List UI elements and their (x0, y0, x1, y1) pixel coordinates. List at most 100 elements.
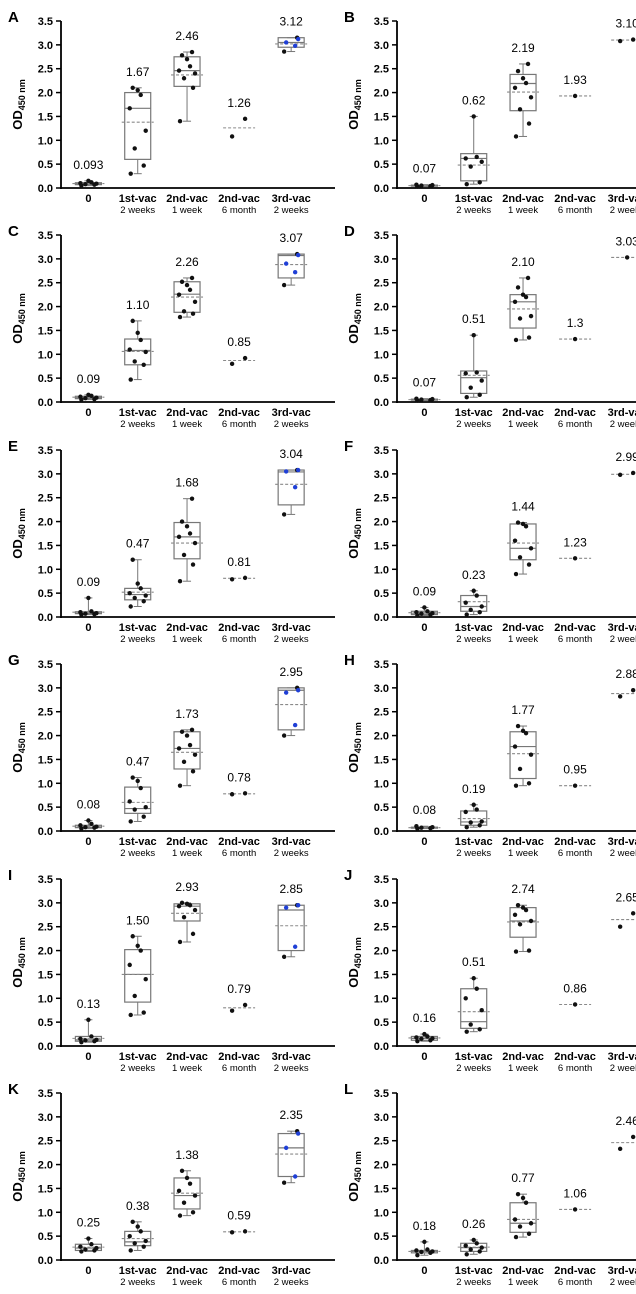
data-point (181, 76, 187, 81)
x-tick-label: 3rd-vac (608, 407, 636, 419)
x-tick-label: 3rd-vac (272, 1051, 311, 1063)
data-point (190, 562, 196, 567)
x-tick-sublabel: 6 month (222, 634, 256, 645)
y-axis-label: OD450 nm (10, 508, 27, 559)
data-point (141, 814, 146, 819)
y-axis-label-main: OD (10, 324, 25, 344)
data-point (425, 1247, 430, 1252)
group-2: 0.19 (457, 782, 490, 830)
data-point (181, 1200, 187, 1205)
data-point (187, 1181, 193, 1186)
y-tick-label: 0.5 (38, 159, 53, 171)
x-tick-label: 0 (85, 193, 91, 205)
y-tick-label: 0.5 (374, 588, 389, 600)
y-tick-label: 0.0 (38, 1041, 53, 1053)
y-axis-label-sub: 450 nm (353, 1151, 363, 1182)
panel-letter: H (344, 652, 355, 669)
value-label: 3.04 (279, 447, 303, 461)
data-point (512, 538, 518, 543)
data-point-highlight (295, 36, 301, 42)
group-4: 1.93 (559, 73, 592, 99)
data-point (414, 1035, 419, 1040)
y-tick-label: 1.0 (38, 349, 53, 361)
y-tick-label: 1.0 (38, 778, 53, 790)
data-point (143, 349, 148, 355)
y-tick-label: 1.5 (38, 754, 53, 766)
group-4: 0.78 (223, 770, 256, 797)
value-label: 0.47 (126, 755, 150, 769)
group-4: 0.86 (559, 981, 592, 1007)
x-tick-sublabel: 1 week (508, 1063, 538, 1074)
data-point (89, 1242, 94, 1247)
data-point (176, 292, 182, 297)
data-point (94, 1037, 99, 1042)
x-tick-sublabel: 2 weeks (456, 1277, 491, 1288)
data-point (78, 394, 83, 399)
data-point (477, 180, 482, 185)
y-tick-label: 0.0 (374, 826, 389, 838)
y-tick-label: 3.5 (38, 230, 53, 242)
y-axis-label-main: OD (10, 110, 25, 130)
data-point (526, 121, 532, 126)
x-tick-label: 1st-vac (119, 193, 157, 205)
y-tick-label: 3.5 (38, 1088, 53, 1100)
data-point (179, 279, 185, 284)
y-tick-label: 3.0 (38, 254, 53, 266)
data-point (190, 931, 196, 937)
y-axis-label: OD450 nm (10, 79, 27, 130)
x-tick-sublabel: 1 week (172, 1277, 202, 1288)
value-label: 1.73 (175, 707, 199, 721)
data-point (419, 1249, 424, 1255)
y-tick-label: 0.0 (38, 612, 53, 624)
data-point (86, 1017, 91, 1022)
box (124, 786, 152, 814)
data-point (464, 181, 469, 187)
x-tick-label: 2nd-vac (166, 622, 208, 634)
x-tick-sublabel: 1 week (508, 1277, 538, 1288)
x-tick-sublabel: 6 month (558, 1277, 592, 1288)
data-point (94, 824, 99, 829)
data-point (419, 397, 424, 402)
data-point-highlight (292, 1174, 298, 1179)
y-tick-label: 2.0 (38, 731, 53, 743)
y-tick-label: 2.5 (38, 493, 53, 505)
y-tick-label: 3.0 (38, 898, 53, 910)
y-axis-label-sub: 450 nm (353, 722, 363, 753)
data-point (141, 1010, 146, 1015)
data-point (141, 1244, 146, 1249)
y-tick-label: 0.0 (374, 1041, 389, 1053)
x-tick-label: 2nd-vac (218, 1051, 260, 1063)
group-3: 1.44 (507, 500, 540, 577)
y-tick-label: 1.0 (374, 1207, 389, 1219)
box (124, 949, 152, 1003)
data-point (474, 154, 479, 160)
data-point (479, 159, 484, 164)
value-label: 0.77 (511, 1171, 535, 1185)
data-point (83, 1247, 88, 1252)
box (173, 56, 201, 87)
data-point (617, 38, 623, 44)
data-point (132, 146, 137, 151)
data-point (192, 752, 198, 757)
data-point (526, 335, 532, 340)
value-label: 2.35 (279, 1108, 303, 1122)
value-label: 0.78 (227, 770, 251, 784)
data-point (474, 370, 479, 375)
x-tick-sublabel: 1 week (172, 848, 202, 859)
value-label: 2.19 (511, 41, 535, 55)
group-1: 0.08 (408, 803, 441, 831)
y-tick-label: 2.0 (374, 1160, 389, 1172)
x-tick-sublabel: 1 week (172, 419, 202, 430)
data-point (471, 802, 476, 807)
data-point (138, 948, 143, 953)
panel-letter: C (8, 223, 19, 240)
value-label: 1.50 (126, 913, 150, 927)
group-5: 3.04 (275, 447, 308, 517)
data-point (474, 986, 479, 991)
data-point-highlight (292, 944, 298, 949)
data-point (468, 1022, 473, 1027)
y-tick-label: 2.5 (38, 1136, 53, 1148)
data-point (94, 395, 99, 400)
data-point (127, 106, 132, 111)
y-axis-label-main: OD (10, 968, 25, 988)
